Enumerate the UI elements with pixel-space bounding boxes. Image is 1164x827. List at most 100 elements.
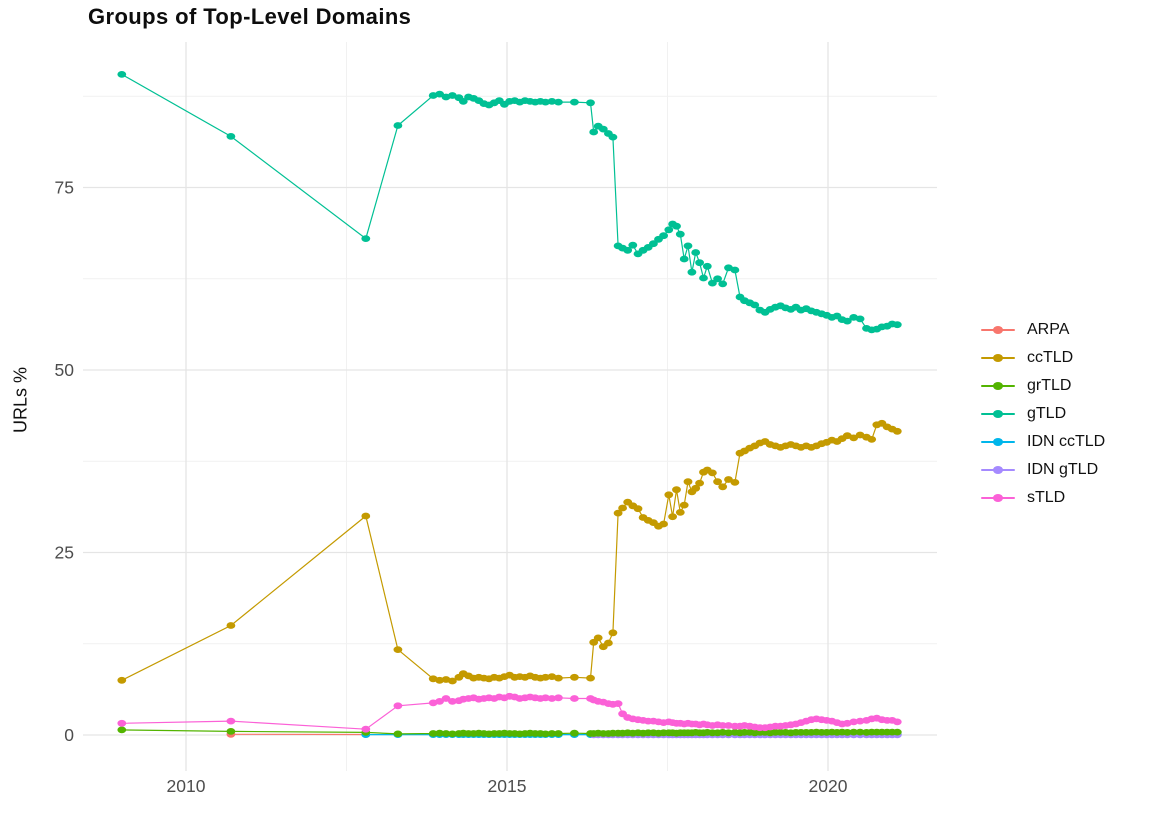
data-point xyxy=(589,128,599,136)
data-point xyxy=(554,98,563,106)
series-stld xyxy=(117,692,902,733)
data-point xyxy=(730,266,740,274)
data-point xyxy=(586,99,595,107)
data-point xyxy=(613,700,623,707)
y-tick-label: 50 xyxy=(55,360,75,380)
data-point xyxy=(598,125,608,133)
data-point xyxy=(683,478,693,486)
series-cctld xyxy=(117,419,902,685)
data-point xyxy=(699,274,708,282)
y-tick-label: 75 xyxy=(55,178,74,198)
data-point xyxy=(435,729,444,737)
data-point xyxy=(659,232,668,240)
data-point xyxy=(393,122,403,129)
data-point xyxy=(708,469,717,477)
data-point xyxy=(448,677,457,685)
data-point xyxy=(570,729,579,737)
data-point xyxy=(892,427,902,435)
data-point xyxy=(855,728,865,736)
legend-item-arpa: ARPA xyxy=(981,321,1105,339)
x-tick-label: 2015 xyxy=(488,776,527,796)
data-point xyxy=(554,730,563,737)
data-point xyxy=(586,674,595,682)
data-point xyxy=(393,730,403,738)
chart-title: Groups of Top-Level Domains xyxy=(88,4,412,29)
data-point xyxy=(664,226,674,234)
legend-item-gtld: gTLD xyxy=(981,405,1105,423)
data-point xyxy=(718,280,728,288)
data-point xyxy=(547,695,557,702)
data-point xyxy=(458,98,468,105)
data-point xyxy=(867,436,877,443)
data-point xyxy=(613,509,623,517)
data-point xyxy=(750,301,760,309)
data-point xyxy=(361,235,371,243)
data-point xyxy=(618,504,627,512)
data-point xyxy=(668,513,677,521)
data-point xyxy=(849,434,859,442)
legend-label: sTLD xyxy=(1027,489,1066,506)
data-point xyxy=(702,262,712,270)
data-point xyxy=(441,695,451,702)
legend-label: IDN ccTLD xyxy=(1027,433,1106,450)
legend-item-grtld: grTLD xyxy=(981,377,1105,395)
legend-key-icon xyxy=(981,323,1015,337)
data-point xyxy=(713,478,722,486)
data-point xyxy=(675,509,685,516)
data-point xyxy=(604,639,613,647)
data-point xyxy=(892,321,902,329)
legend-label: IDN gTLD xyxy=(1027,461,1099,478)
data-point xyxy=(718,483,728,491)
legend-key-icon xyxy=(981,407,1015,421)
data-point xyxy=(608,133,618,141)
series-line xyxy=(121,73,898,331)
data-point xyxy=(675,230,685,238)
data-point xyxy=(435,90,444,98)
data-point xyxy=(570,98,579,106)
legend-item-idn-cctld: IDN ccTLD xyxy=(981,433,1105,451)
data-point xyxy=(570,695,579,702)
data-point xyxy=(393,646,403,653)
series-grtld xyxy=(117,726,902,738)
data-point xyxy=(683,242,693,250)
data-point xyxy=(117,676,127,684)
data-point xyxy=(435,698,444,705)
data-point xyxy=(117,71,127,78)
data-point xyxy=(554,694,563,702)
data-point xyxy=(226,622,236,629)
data-point xyxy=(691,249,701,256)
data-point xyxy=(892,718,902,726)
data-point xyxy=(664,491,674,499)
data-point xyxy=(724,729,733,737)
data-point xyxy=(608,629,618,637)
data-point xyxy=(842,317,852,325)
data-point xyxy=(679,255,689,263)
x-tick-label: 2010 xyxy=(167,776,206,796)
legend-label: ARPA xyxy=(1027,321,1070,338)
data-point xyxy=(842,729,852,736)
data-point xyxy=(892,728,902,736)
data-point xyxy=(687,268,697,276)
legend-item-idn-gtld: IDN gTLD xyxy=(981,461,1105,479)
legend-item-stld: sTLD xyxy=(981,489,1105,507)
legend-item-cctld: ccTLD xyxy=(981,349,1105,367)
data-point xyxy=(730,479,740,486)
data-point xyxy=(708,279,717,287)
data-point xyxy=(547,98,557,105)
legend-label: ccTLD xyxy=(1027,349,1074,366)
data-point xyxy=(633,505,643,513)
legend-key-icon xyxy=(981,379,1015,393)
data-point xyxy=(649,240,658,248)
data-point xyxy=(226,728,236,735)
legend-key-icon xyxy=(981,491,1015,505)
data-point xyxy=(695,259,704,267)
data-point xyxy=(117,726,127,734)
data-point xyxy=(659,520,668,528)
legend-label: gTLD xyxy=(1027,405,1067,422)
series-gtld xyxy=(117,71,902,334)
legend-key-icon xyxy=(981,463,1015,477)
data-point xyxy=(695,479,704,487)
x-tick-label: 2020 xyxy=(809,776,848,796)
data-point xyxy=(628,241,638,249)
